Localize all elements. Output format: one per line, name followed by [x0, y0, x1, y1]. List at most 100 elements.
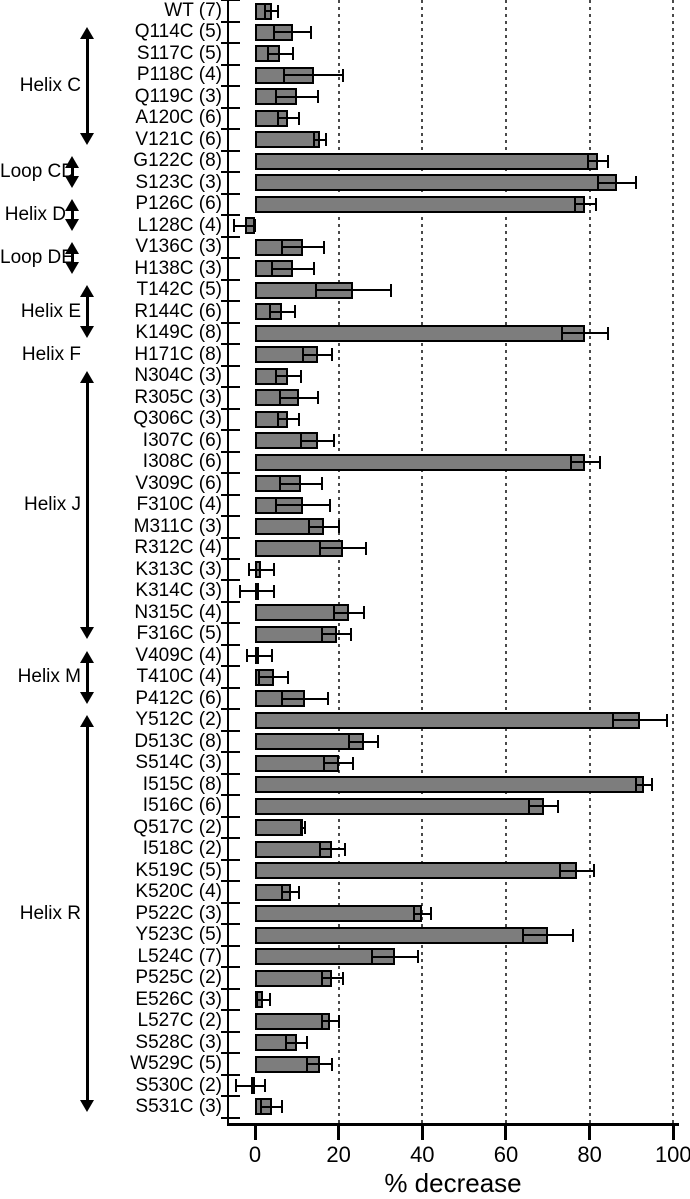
error-bar-cap — [607, 326, 610, 340]
y-axis-tick — [221, 171, 240, 174]
arrow-down-icon — [65, 218, 79, 231]
group-label: Helix D — [4, 204, 66, 226]
error-bar-cap — [594, 197, 597, 211]
y-axis-tick — [221, 1095, 240, 1098]
error-bar-cap — [389, 283, 392, 297]
error-bar-cap — [274, 369, 277, 383]
bar — [255, 711, 640, 729]
row-label: V136C (3) — [135, 236, 222, 258]
y-axis-tick — [221, 665, 240, 668]
error-bar — [282, 891, 299, 894]
group-label: Helix C — [19, 75, 81, 97]
error-bar — [562, 332, 609, 335]
error-bar-cap — [247, 563, 250, 577]
x-axis — [227, 1123, 679, 1126]
error-bar-cap — [239, 584, 242, 598]
error-bar-cap — [297, 412, 300, 426]
error-bar-cap — [377, 735, 380, 749]
row-label: P525C (2) — [135, 967, 222, 989]
error-bar-cap — [268, 305, 271, 319]
error-bar-cap — [297, 885, 300, 899]
error-bar-cap — [337, 1014, 340, 1028]
group-label: Helix E — [20, 300, 81, 322]
y-axis-tick — [221, 20, 240, 23]
error-bar-cap — [331, 1057, 334, 1071]
error-bar-cap — [651, 778, 654, 792]
group-arrow — [85, 724, 89, 1103]
error-bar-cap — [260, 1100, 263, 1114]
error-bar-cap — [592, 864, 595, 878]
row-label: I518C (2) — [142, 838, 222, 860]
error-bar-cap — [569, 455, 572, 469]
error-bar-cap — [279, 477, 282, 491]
row-label: T142C (5) — [136, 279, 222, 301]
error-bar — [522, 934, 573, 937]
error-bar-cap — [331, 348, 334, 362]
error-bar-cap — [291, 47, 294, 61]
bar — [255, 152, 598, 170]
error-bar-cap — [557, 799, 560, 813]
error-bar — [275, 375, 301, 378]
error-bar — [334, 611, 364, 614]
error-bar-cap — [329, 498, 332, 512]
gridline — [421, 0, 424, 1123]
error-bar — [315, 289, 391, 292]
error-bar-cap — [258, 670, 261, 684]
bar — [255, 174, 617, 192]
error-bar-cap — [325, 133, 328, 147]
error-bar-cap — [323, 756, 326, 770]
bar — [255, 819, 304, 837]
row-label: V121C (6) — [135, 128, 222, 150]
bar — [255, 905, 423, 923]
x-tick-label: 60 — [493, 1142, 519, 1167]
error-bar-cap — [268, 993, 271, 1007]
group-arrow — [70, 208, 74, 222]
y-axis-tick — [221, 901, 240, 904]
error-bar — [265, 10, 278, 12]
error-bar-cap — [348, 735, 351, 749]
arrow-up-icon — [65, 242, 79, 255]
arrow-up-icon — [80, 27, 94, 40]
y-axis-tick — [221, 407, 240, 410]
y-axis-tick — [221, 815, 240, 818]
error-bar-cap — [277, 412, 279, 426]
group-arrow — [85, 659, 89, 695]
error-bar-cap — [306, 1057, 309, 1071]
y-axis-tick — [221, 880, 240, 883]
error-bar-cap — [333, 606, 336, 620]
arrow-down-icon — [65, 175, 79, 188]
row-label: S117C (5) — [136, 42, 222, 64]
gridline — [337, 0, 340, 1123]
row-label: H171C (8) — [134, 343, 222, 365]
error-bar-cap — [320, 627, 323, 641]
error-bar-cap — [270, 262, 273, 276]
x-tick-label: 80 — [577, 1142, 602, 1167]
error-bar — [275, 95, 318, 98]
error-bar-cap — [312, 262, 315, 276]
error-bar-cap — [308, 520, 311, 534]
x-axis-tick — [337, 1123, 341, 1140]
error-bar — [324, 762, 354, 765]
error-bar — [372, 955, 419, 958]
error-bar-cap — [287, 670, 290, 684]
error-bar — [278, 117, 299, 120]
error-bar — [278, 418, 299, 421]
y-axis-tick — [221, 472, 240, 475]
error-bar-cap — [297, 111, 300, 125]
y-axis-tick — [221, 192, 240, 195]
group-label: Loop CD — [0, 161, 75, 183]
arrow-down-icon — [80, 132, 94, 145]
error-bar-cap — [245, 649, 248, 663]
error-bar — [280, 396, 318, 399]
error-bar-cap — [571, 928, 574, 942]
error-bar-cap — [277, 4, 279, 18]
y-axis-tick — [221, 343, 240, 346]
row-label: Y523C (5) — [135, 924, 222, 946]
y-axis-tick — [221, 493, 240, 496]
row-label: L128C (4) — [137, 214, 223, 236]
y-axis-tick — [221, 214, 240, 217]
error-bar-cap — [264, 1079, 267, 1092]
error-bar-cap — [256, 993, 259, 1007]
bar — [255, 324, 586, 342]
error-bar-cap — [281, 1100, 284, 1114]
